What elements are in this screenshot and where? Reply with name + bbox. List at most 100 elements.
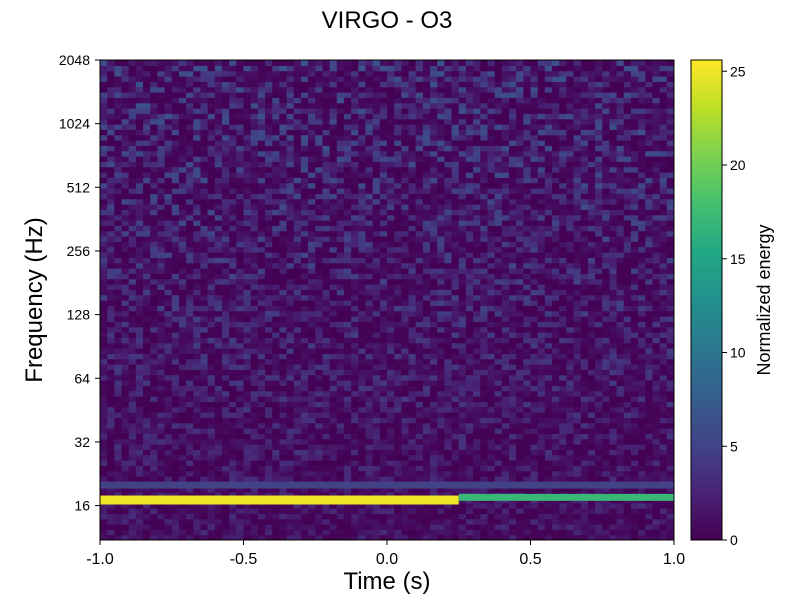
heatmap-cell [365,225,374,232]
heatmap-cell [293,369,302,376]
heatmap-cell [121,332,130,338]
heatmap-cell [580,289,589,296]
heatmap-cell [508,209,517,216]
heatmap-cell [121,401,130,408]
heatmap-cell [394,284,402,290]
heatmap-cell [437,534,445,540]
heatmap-cell [580,364,589,370]
heatmap-cell [343,241,352,248]
heatmap-cell [523,534,532,540]
heatmap-cell [214,486,223,493]
heatmap-cell [300,310,309,317]
heatmap-cell [379,454,388,461]
heatmap-cell [401,529,410,536]
heatmap-cell [229,449,237,456]
heatmap-cell [221,406,230,413]
heatmap-cell [609,305,618,312]
heatmap-cell [494,241,503,248]
heatmap-cell [128,337,137,344]
heatmap-cell [257,230,266,237]
heatmap-cell [143,241,151,248]
heatmap-cell [451,476,460,482]
heatmap-cell [279,513,288,520]
heatmap-cell [358,369,367,376]
heatmap-cell [430,300,438,306]
heatmap-cell [473,454,481,461]
heatmap-cell [372,502,381,509]
heatmap-cell [214,454,223,461]
heatmap-cell [387,262,395,269]
heatmap-cell [645,225,654,232]
heatmap-cell [602,257,611,264]
heatmap-cell [501,369,510,376]
heatmap-cell [580,524,589,530]
heatmap-cell [638,326,646,333]
heatmap-cell [207,209,216,216]
heatmap-cell [473,433,481,440]
heatmap-cell [494,380,503,386]
heatmap-cell [573,390,582,397]
heatmap-cell [630,300,639,306]
heatmap-cell [573,412,582,418]
heatmap-cell [573,358,582,365]
heatmap-cell [279,225,288,232]
heatmap-cell [659,406,668,413]
heatmap-cell [157,385,166,392]
heatmap-cell [444,492,453,498]
heatmap-cell [444,422,453,429]
heatmap-cell [100,220,108,226]
heatmap-cell [365,209,374,216]
heatmap-cell [645,396,654,402]
heatmap-cell [150,454,158,461]
heatmap-cell [308,225,316,232]
heatmap-cell [638,513,646,520]
heatmap-cell [207,294,216,301]
heatmap-cell [566,470,575,477]
heatmap-cell [121,204,130,210]
heatmap-cell [322,465,331,472]
heatmap-cell [358,294,367,301]
heatmap-cell [566,284,575,290]
heatmap-cell [150,305,158,312]
heatmap-cell [214,422,223,429]
heatmap-cell [415,460,424,466]
heatmap-cell [229,225,237,232]
heatmap-cell [523,390,532,397]
heatmap-cell [465,476,474,482]
heatmap-cell [257,502,266,509]
heatmap-cell [451,417,460,424]
heatmap-cell [638,417,646,424]
heatmap-cell [437,300,445,306]
heatmap-cell [609,262,618,269]
heatmap-cell [587,348,596,354]
heatmap-cell [566,412,575,418]
heatmap-cell [587,412,596,418]
heatmap-cell [437,390,445,397]
heatmap-cell [250,433,259,440]
heatmap-cell [487,252,496,258]
heatmap-cell [652,289,661,296]
heatmap-cell [494,278,503,285]
heatmap-cell [358,273,367,280]
heatmap-cell [221,289,230,296]
heatmap-cell [516,449,524,456]
heatmap-cell [193,252,202,258]
heatmap-cell [437,358,445,365]
heatmap-cell [638,300,646,306]
heatmap-cell [408,364,417,370]
heatmap-cell [272,353,280,360]
heatmap-cell [365,337,374,344]
heatmap-cell [566,252,575,258]
heatmap-cell [322,284,331,290]
heatmap-cell [186,284,194,290]
heatmap-cell [193,241,202,248]
heatmap-cell [501,358,510,365]
heatmap-cell [221,241,230,248]
heatmap-cell [229,406,237,413]
heatmap-cell [315,486,324,493]
heatmap-cell [595,332,603,338]
heatmap-cell [494,529,503,536]
heatmap-cell [365,502,374,509]
heatmap-cell [193,214,202,221]
heatmap-cell [480,433,489,440]
